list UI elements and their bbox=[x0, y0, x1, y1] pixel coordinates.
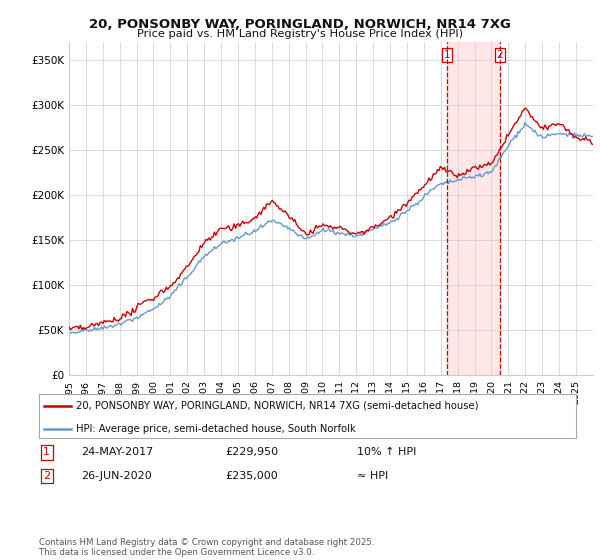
Bar bbox=[447, 42, 500, 375]
Text: HPI: Average price, semi-detached house, South Norfolk: HPI: Average price, semi-detached house,… bbox=[76, 424, 355, 434]
Text: 1: 1 bbox=[43, 447, 50, 458]
Text: 24-MAY-2017: 24-MAY-2017 bbox=[81, 447, 153, 458]
Text: Price paid vs. HM Land Registry's House Price Index (HPI): Price paid vs. HM Land Registry's House … bbox=[137, 29, 463, 39]
Text: £229,950: £229,950 bbox=[225, 447, 278, 458]
Text: 26-JUN-2020: 26-JUN-2020 bbox=[81, 471, 152, 481]
Text: 10% ↑ HPI: 10% ↑ HPI bbox=[357, 447, 416, 458]
Text: 20, PONSONBY WAY, PORINGLAND, NORWICH, NR14 7XG: 20, PONSONBY WAY, PORINGLAND, NORWICH, N… bbox=[89, 18, 511, 31]
Text: Contains HM Land Registry data © Crown copyright and database right 2025.
This d: Contains HM Land Registry data © Crown c… bbox=[39, 538, 374, 557]
Text: 20, PONSONBY WAY, PORINGLAND, NORWICH, NR14 7XG (semi-detached house): 20, PONSONBY WAY, PORINGLAND, NORWICH, N… bbox=[76, 400, 478, 410]
Text: £235,000: £235,000 bbox=[225, 471, 278, 481]
Text: 1: 1 bbox=[444, 50, 451, 60]
Text: 2: 2 bbox=[43, 471, 50, 481]
Text: ≈ HPI: ≈ HPI bbox=[357, 471, 388, 481]
Text: 2: 2 bbox=[496, 50, 503, 60]
